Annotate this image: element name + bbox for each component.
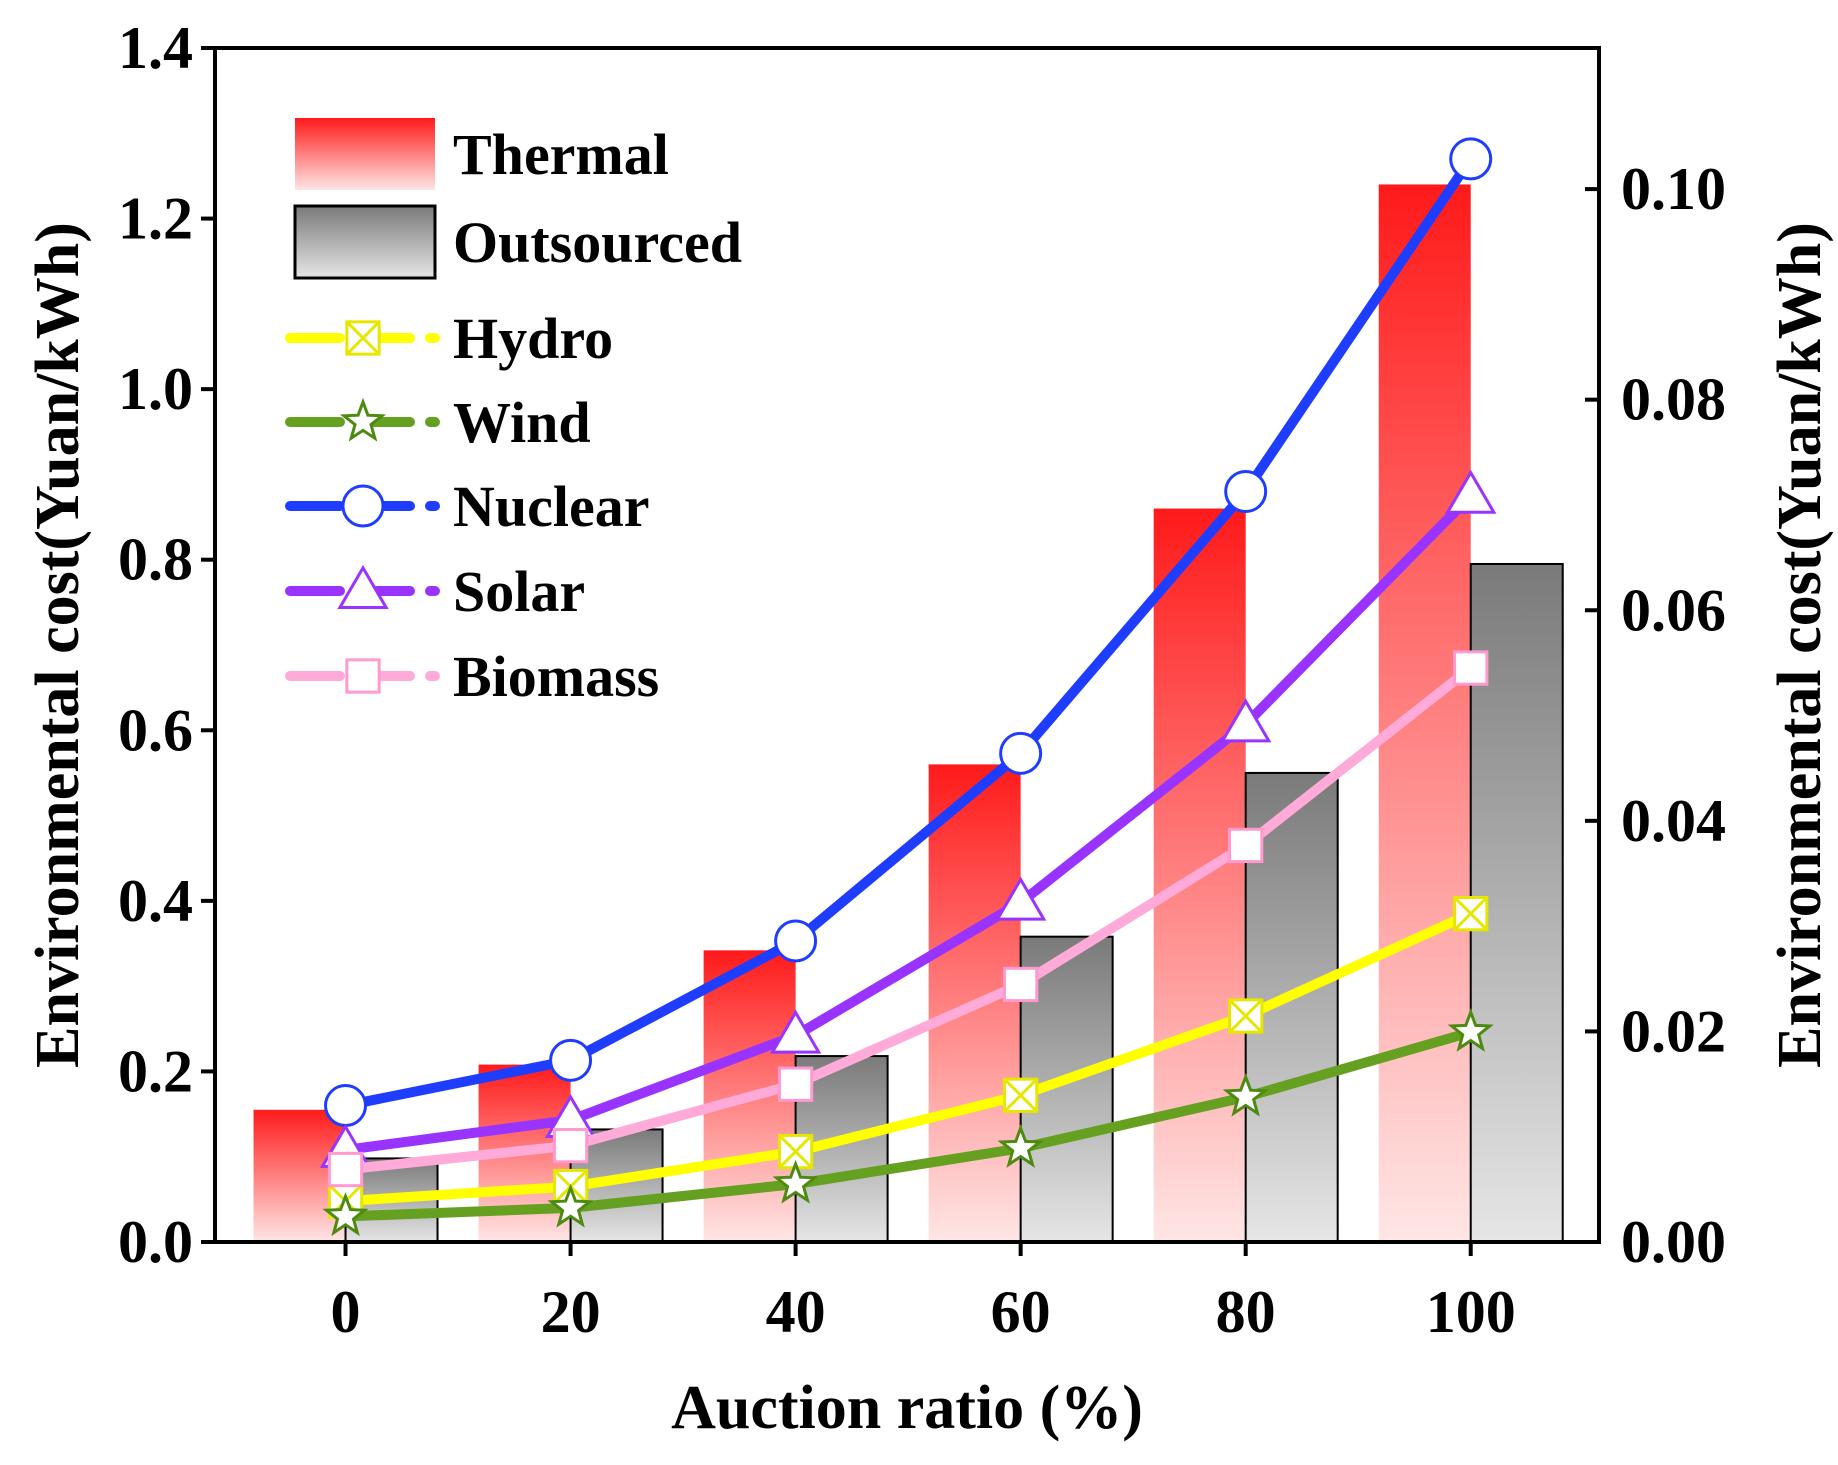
- marker-wind-0: [322, 1192, 369, 1237]
- y-left-tick-label: 0.2: [118, 1038, 193, 1104]
- lines-layer: [319, 137, 1497, 1237]
- line-solar: [340, 490, 1476, 1155]
- y-left-tick-label: 1.0: [118, 356, 193, 422]
- marker-biomass-60: [1002, 966, 1039, 1003]
- marker-wind-100: [1447, 1007, 1494, 1052]
- legend-swatch-thermal: [295, 118, 435, 190]
- marker-nuclear-80: [1224, 469, 1268, 513]
- marker-biomass-0: [327, 1151, 364, 1188]
- x-tick-label: 60: [991, 1279, 1051, 1345]
- marker-hydro-80: [1228, 998, 1264, 1034]
- x-tick-label: 0: [331, 1279, 361, 1345]
- marker-solar-60: [994, 876, 1047, 921]
- marker-solar-40: [769, 1009, 822, 1054]
- y-right-tick-label: 0.00: [1621, 1209, 1726, 1275]
- line-biomass: [340, 663, 1476, 1175]
- line-nuclear: [340, 153, 1476, 1111]
- y-right-tick-label: 0.10: [1621, 156, 1726, 222]
- plot-frame: [213, 46, 1601, 1244]
- legend-item-wind: Wind: [285, 390, 591, 455]
- legend-item-nuclear: Nuclear: [285, 474, 650, 539]
- legend-marker-hydro: [345, 320, 381, 356]
- marker-biomass-40: [777, 1066, 814, 1102]
- marker-nuclear-100: [1449, 137, 1493, 181]
- y-right-tick-label: 0.08: [1621, 367, 1726, 433]
- line-wind: [340, 1027, 1476, 1222]
- legend-item-solar: Solar: [285, 559, 585, 624]
- y-right-tick-label: 0.06: [1621, 577, 1726, 643]
- legend: Thermal Outsourced Hydro Wind Nuclear Solar Bi…: [285, 118, 742, 709]
- x-tick-label: 20: [541, 1279, 601, 1345]
- y-left-tick-label: 0.4: [118, 868, 193, 934]
- legend-label-biomass: Biomass: [453, 644, 659, 709]
- y-left-tick-label: 0.0: [118, 1209, 193, 1275]
- legend-marker-biomass: [345, 658, 381, 694]
- marker-nuclear-0: [324, 1084, 368, 1128]
- marker-wind-60: [997, 1123, 1044, 1168]
- bar-thermal-100: [1378, 184, 1471, 1242]
- legend-marker-wind: [339, 397, 387, 442]
- marker-biomass-100: [1453, 650, 1489, 686]
- marker-hydro-60: [1002, 1077, 1039, 1113]
- marker-biomass-20: [552, 1127, 589, 1164]
- x-tick-label: 40: [766, 1279, 826, 1345]
- legend-marker-nuclear: [341, 484, 385, 528]
- y-axis-left-title: Environmental cost(Yuan/kWh): [24, 222, 92, 1068]
- y-left-tick-label: 0.8: [118, 527, 193, 593]
- legend-label-wind: Wind: [453, 390, 591, 455]
- marker-wind-80: [1222, 1072, 1269, 1117]
- marker-nuclear-40: [774, 919, 818, 963]
- marker-nuclear-20: [549, 1038, 593, 1082]
- marker-hydro-100: [1453, 896, 1489, 932]
- x-axis-title: Auction ratio (%): [671, 1374, 1143, 1442]
- legend-marker-solar: [337, 564, 389, 609]
- x-tick-label: 80: [1216, 1279, 1276, 1345]
- legend-swatch-outsourced: [293, 204, 437, 280]
- marker-wind-20: [547, 1183, 594, 1228]
- legend-item-hydro: Hydro: [285, 306, 613, 371]
- y-right-tick-label: 0.04: [1621, 788, 1726, 854]
- legend-item-thermal: Thermal: [295, 118, 669, 190]
- legend-label-hydro: Hydro: [453, 306, 613, 371]
- y-left-tick-label: 0.6: [118, 697, 193, 763]
- ticks-layer: 0.0 0.2 0.4 0.6 0.8 1.0 1.2 1.4 0.00 0.02 0.04 0.06…: [118, 15, 1726, 1345]
- legend-label-outsourced: Outsourced: [453, 210, 742, 275]
- y-left-tick-label: 1.4: [118, 15, 193, 81]
- marker-solar-100: [1445, 469, 1497, 514]
- line-hydro: [340, 908, 1476, 1207]
- legend-label-solar: Solar: [453, 559, 585, 624]
- y-right-tick-label: 0.02: [1621, 998, 1726, 1064]
- legend-item-biomass: Biomass: [285, 644, 659, 709]
- marker-wind-40: [772, 1159, 819, 1204]
- y-axis-right-title: Environmental cost(Yuan/kWh): [1766, 222, 1834, 1068]
- x-tick-label: 100: [1426, 1279, 1516, 1345]
- y-left-tick-label: 1.2: [118, 186, 193, 252]
- legend-label-nuclear: Nuclear: [453, 474, 650, 539]
- marker-biomass-80: [1228, 827, 1264, 864]
- marker-nuclear-60: [999, 731, 1043, 775]
- legend-label-thermal: Thermal: [453, 122, 669, 187]
- legend-item-outsourced: Outsourced: [293, 204, 742, 280]
- marker-solar-80: [1219, 698, 1272, 743]
